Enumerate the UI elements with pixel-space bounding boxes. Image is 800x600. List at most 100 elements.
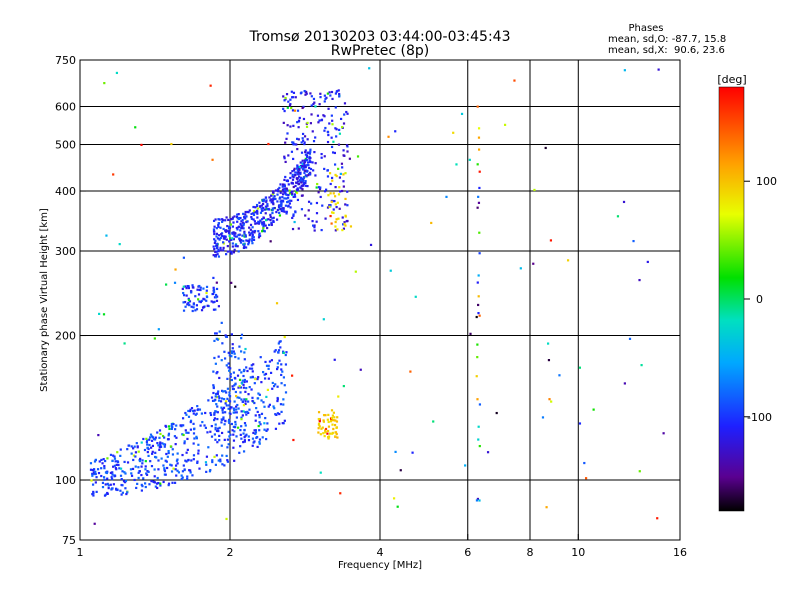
data-point [478,186,481,190]
data-point [164,425,168,428]
data-point [225,238,228,241]
data-point [220,431,224,435]
data-point [256,435,259,439]
data-point [336,416,339,419]
data-point [280,382,283,385]
data-point [98,460,101,463]
data-point [197,298,200,301]
data-point [186,437,189,441]
data-point [124,487,127,490]
data-point [331,423,334,426]
data-point [113,455,116,458]
data-point [335,432,338,436]
data-point [333,199,336,203]
data-point [258,421,261,424]
data-point [293,109,297,112]
data-point [332,411,336,414]
data-point [330,114,333,117]
data-point [251,437,255,440]
data-point [232,407,235,410]
x-tick-label: 10 [571,546,585,559]
data-point [294,184,297,188]
data-point [270,221,273,224]
data-point [299,164,302,168]
data-point [120,493,123,496]
data-point [234,390,237,394]
data-point [172,467,175,470]
data-point [304,150,307,154]
data-point [163,468,166,471]
data-point [302,178,305,182]
data-point [136,482,139,485]
data-point [142,477,145,480]
data-point [195,437,198,440]
data-point [245,413,248,416]
data-point [217,224,220,227]
data-point [239,445,242,448]
data-point [298,175,301,178]
data-point [330,419,333,422]
colorbar-tick-label: 100 [756,175,777,188]
data-point [330,145,334,149]
data-point [247,435,250,438]
data-point [264,196,268,199]
data-point [144,465,147,468]
data-point [252,363,255,366]
data-point [291,173,294,176]
data-point [129,468,133,471]
data-point [243,244,246,247]
data-point [285,197,288,200]
data-point [221,220,224,223]
data-point [331,179,334,182]
data-point [243,235,246,238]
data-point [232,231,235,234]
data-point [230,238,233,241]
data-point [396,505,399,508]
data-point [135,442,138,445]
data-point [287,193,290,197]
data-point [153,475,156,478]
data-point [242,410,245,413]
data-point [159,484,162,487]
data-point [279,205,282,208]
data-point [284,187,287,190]
data-point [250,216,253,219]
data-point [469,332,472,335]
data-point [329,192,332,195]
data-point [231,237,234,240]
data-point [315,212,319,215]
data-point [244,434,247,438]
data-point [213,356,216,360]
data-point [161,442,164,445]
data-point [332,192,335,195]
data-point [228,232,231,235]
data-point [218,238,221,241]
data-point [309,150,312,153]
data-point [218,376,221,380]
data-point [213,300,216,303]
data-point [295,167,299,170]
data-point [113,464,117,467]
data-point [218,439,221,442]
data-point [338,176,342,179]
data-point [334,92,337,95]
data-point [134,455,137,458]
data-point [184,459,187,462]
data-point [264,224,267,227]
data-point [207,399,210,402]
data-point [310,104,313,107]
data-point [282,210,285,213]
data-point [333,416,336,419]
data-point [478,499,481,502]
data-point [238,368,241,372]
data-point [121,491,124,494]
data-point [243,436,246,439]
data-point [163,445,166,448]
data-point [263,405,266,408]
data-point [237,213,240,216]
data-point [130,452,133,455]
data-point [217,390,220,393]
data-point [304,169,307,173]
data-point [578,366,581,369]
data-point [170,470,174,473]
